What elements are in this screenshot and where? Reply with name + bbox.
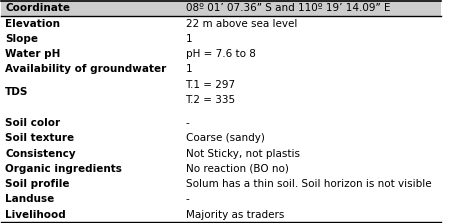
- FancyBboxPatch shape: [0, 1, 441, 16]
- Text: TDS: TDS: [5, 87, 28, 97]
- Text: Solum has a thin soil. Soil horizon is not visible: Solum has a thin soil. Soil horizon is n…: [185, 179, 431, 189]
- Text: 1: 1: [185, 34, 192, 44]
- Text: Slope: Slope: [5, 34, 38, 44]
- Text: Coarse (sandy): Coarse (sandy): [185, 133, 264, 143]
- Text: Majority as traders: Majority as traders: [185, 210, 284, 220]
- Text: Livelihood: Livelihood: [5, 210, 66, 220]
- Text: Water pH: Water pH: [5, 49, 61, 59]
- Text: Soil profile: Soil profile: [5, 179, 70, 189]
- Text: Consistency: Consistency: [5, 149, 76, 159]
- Text: 1: 1: [185, 64, 192, 74]
- Text: Soil texture: Soil texture: [5, 133, 74, 143]
- Text: -: -: [185, 118, 189, 128]
- Text: Not Sticky, not plastis: Not Sticky, not plastis: [185, 149, 300, 159]
- Text: -: -: [185, 194, 189, 204]
- Text: No reaction (BO no): No reaction (BO no): [185, 164, 288, 174]
- Text: 08º 01’ 07.36” S and 110º 19’ 14.09” E: 08º 01’ 07.36” S and 110º 19’ 14.09” E: [185, 3, 390, 13]
- Text: pH = 7.6 to 8: pH = 7.6 to 8: [185, 49, 255, 59]
- Text: Soil color: Soil color: [5, 118, 60, 128]
- Text: 22 m above sea level: 22 m above sea level: [185, 19, 297, 29]
- Text: Elevation: Elevation: [5, 19, 60, 29]
- Text: Coordinate: Coordinate: [5, 3, 70, 13]
- Text: Landuse: Landuse: [5, 194, 55, 204]
- Text: Organic ingredients: Organic ingredients: [5, 164, 122, 174]
- Text: T.1 = 297: T.1 = 297: [185, 80, 236, 90]
- Text: T.2 = 335: T.2 = 335: [185, 95, 236, 105]
- Text: Availability of groundwater: Availability of groundwater: [5, 64, 166, 74]
